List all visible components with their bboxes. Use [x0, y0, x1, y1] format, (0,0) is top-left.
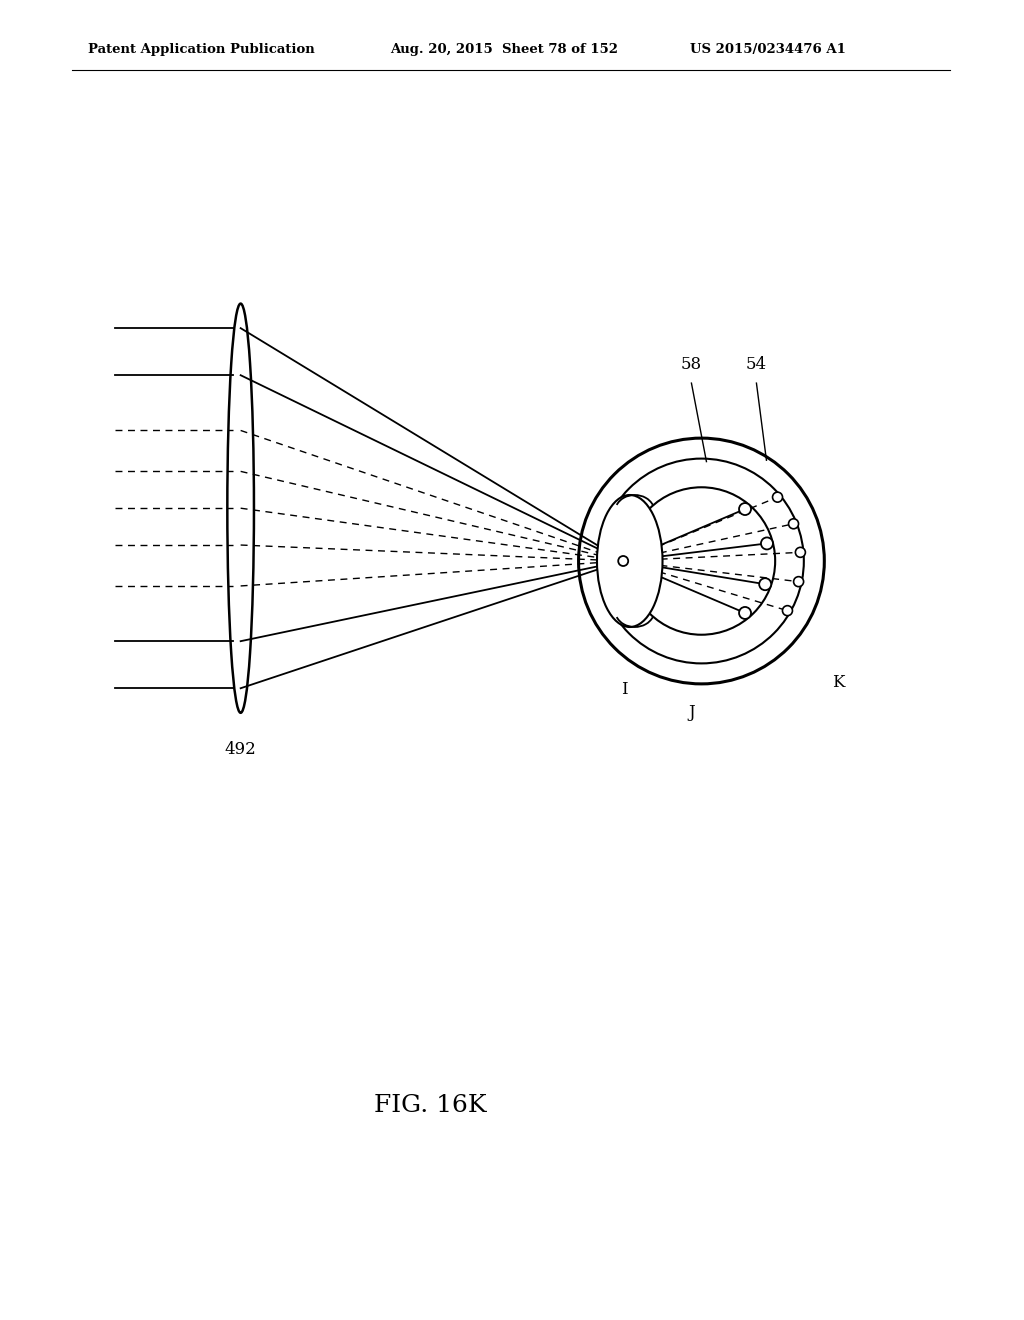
Text: 492: 492 [224, 741, 257, 758]
Circle shape [794, 577, 804, 586]
Ellipse shape [597, 495, 663, 627]
Text: 58: 58 [681, 356, 702, 374]
Circle shape [618, 556, 628, 566]
Circle shape [759, 578, 771, 590]
Circle shape [796, 548, 806, 557]
Text: 54: 54 [745, 356, 767, 374]
Text: Aug. 20, 2015  Sheet 78 of 152: Aug. 20, 2015 Sheet 78 of 152 [390, 44, 618, 57]
Circle shape [761, 537, 773, 549]
Text: I: I [622, 681, 628, 698]
Circle shape [788, 519, 799, 529]
Text: J: J [688, 704, 694, 721]
Circle shape [772, 492, 782, 502]
Text: FIG. 16K: FIG. 16K [374, 1093, 486, 1117]
Text: K: K [833, 675, 845, 690]
Circle shape [739, 607, 751, 619]
Text: Patent Application Publication: Patent Application Publication [88, 44, 314, 57]
Text: US 2015/0234476 A1: US 2015/0234476 A1 [690, 44, 846, 57]
Circle shape [739, 503, 751, 515]
Circle shape [782, 606, 793, 615]
